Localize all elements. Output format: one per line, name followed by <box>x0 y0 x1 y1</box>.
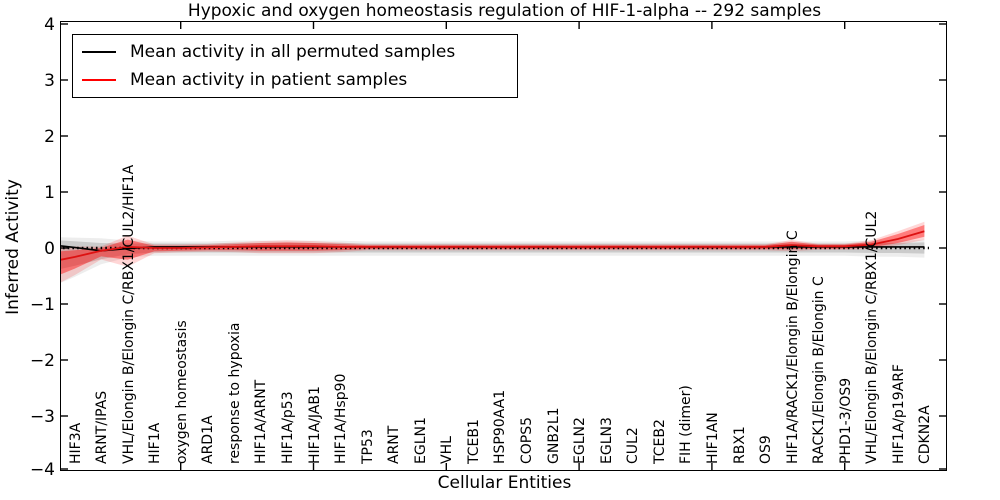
patient-confidence-band <box>61 225 925 275</box>
x-tick-label: RBX1 <box>731 426 748 464</box>
x-tick-label: HIF1A/RACK1/Elongin B/Elongin C <box>784 230 801 464</box>
x-tick-label: HIF3A <box>67 422 84 464</box>
x-tick-label: VHL <box>439 436 456 464</box>
y-tick-label: 0 <box>44 239 55 259</box>
legend-row-patient: Mean activity in patient samples <box>73 70 517 90</box>
x-tick-label: HIF1AN <box>704 412 721 464</box>
x-tick-label: ARNT <box>386 425 403 464</box>
legend-label-patient: Mean activity in patient samples <box>130 69 408 90</box>
legend-label-permuted: Mean activity in all permuted samples <box>130 42 456 63</box>
x-tick-label: EGLN1 <box>412 417 429 464</box>
legend-line-patient-icon <box>82 78 116 81</box>
x-tick-label: HIF1A/ARNT <box>253 379 270 464</box>
chart-title: Hypoxic and oxygen homeostasis regulatio… <box>187 1 822 21</box>
x-tick-label: HIF1A/Hsp90 <box>333 373 350 464</box>
y-tick-label: 4 <box>44 15 55 35</box>
y-tick-label: 3 <box>44 71 55 91</box>
x-tick-label: EGLN2 <box>572 417 589 464</box>
x-tick-label: TCEB1 <box>465 419 482 464</box>
x-tick-label: response to hypoxia <box>226 322 243 464</box>
y-tick-label: −3 <box>29 407 55 427</box>
x-tick-label: HIF1A/p19ARF <box>890 364 907 464</box>
y-tick-label: −2 <box>29 351 55 371</box>
x-tick-label: TCEB2 <box>651 419 668 464</box>
x-tick-label: OS9 <box>758 435 775 464</box>
y-tick-label: −4 <box>29 460 55 480</box>
legend: Mean activity in all permuted samples Me… <box>72 34 518 98</box>
legend-row-permuted: Mean activity in all permuted samples <box>73 42 517 62</box>
x-tick-label: VHL/Elongin B/Elongin C/RBX1/CUL2 <box>864 210 881 464</box>
plot-svg <box>61 22 947 471</box>
patient-mean-line <box>61 230 926 261</box>
y-tick-label: 2 <box>44 127 55 147</box>
x-tick-label: oxygen homeostasis <box>173 320 190 464</box>
x-tick-label: CUL2 <box>625 427 642 464</box>
x-tick-label: ARD1A <box>200 415 217 464</box>
x-axis-label: Cellular Entities <box>437 473 572 493</box>
x-tick-label: FIH (dimer) <box>678 385 695 464</box>
x-tick-label: VHL/Elongin B/Elongin C/RBX1/CUL2/HIF1A <box>120 164 137 464</box>
x-tick-label: COPS5 <box>519 416 536 464</box>
x-tick-label: PHD1-3/OS9 <box>837 377 854 464</box>
patient-confidence-band-outer <box>61 222 925 283</box>
x-tick-label: HIF1A/p53 <box>279 391 296 464</box>
x-tick-label: RACK1/Elongin B/Elongin C <box>811 276 828 464</box>
x-tick-label: CDKN2A <box>917 405 934 464</box>
x-tick-label: ARNT/IPAS <box>94 390 111 464</box>
y-tick-label: 1 <box>44 183 55 203</box>
x-tick-label: HSP90AA1 <box>492 389 509 464</box>
permuted-confidence-band-outer <box>61 237 925 284</box>
x-tick-label: TP53 <box>359 429 376 464</box>
y-tick-label: −1 <box>29 295 55 315</box>
x-tick-label: EGLN3 <box>598 417 615 464</box>
x-tick-label: HIF1A/JAB1 <box>306 386 323 464</box>
legend-line-permuted-icon <box>82 51 116 54</box>
x-tick-label: HIF1A <box>147 422 164 464</box>
x-tick-label: GNB2L1 <box>545 407 562 464</box>
